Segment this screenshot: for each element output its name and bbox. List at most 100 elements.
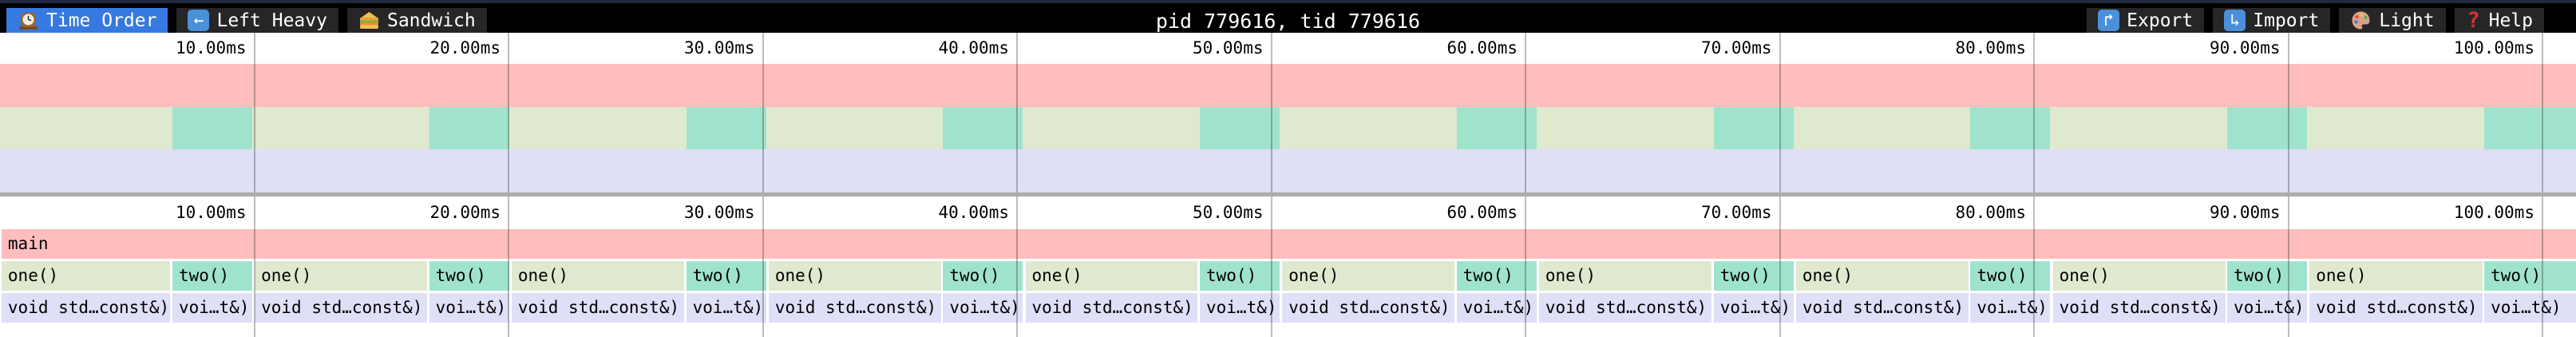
frame-one[interactable]: one() xyxy=(1538,261,1712,291)
frame-void-under-one[interactable]: void std…const&) xyxy=(2309,293,2483,323)
minimap-two-segment xyxy=(1200,107,1280,149)
ruler-label: 20.00ms xyxy=(429,38,501,57)
tab-label: Left Heavy xyxy=(216,10,327,31)
frame-two[interactable]: two() xyxy=(172,261,252,291)
frame-two[interactable]: two() xyxy=(1200,261,1280,291)
gridline xyxy=(1525,196,1526,337)
ruler-label: 90.00ms xyxy=(2209,38,2281,57)
frame-void-under-two[interactable]: voi…t&) xyxy=(172,293,252,323)
frame-two[interactable]: two() xyxy=(943,261,1023,291)
ruler-label: 40.00ms xyxy=(938,203,1009,222)
frame-one[interactable]: one() xyxy=(1025,261,1198,291)
frame-void-under-two[interactable]: voi…t&) xyxy=(686,293,766,323)
ruler-label: 10.00ms xyxy=(175,38,247,57)
palette-icon xyxy=(2350,10,2372,31)
minimap-two-segment xyxy=(429,107,509,149)
frame-void-under-one[interactable]: void std…const&) xyxy=(511,293,685,323)
frame-one[interactable]: one() xyxy=(768,261,941,291)
frame-two[interactable]: two() xyxy=(1970,261,2051,291)
tab-sandwich[interactable]: Sandwich xyxy=(346,8,487,33)
minimap[interactable]: 10.00ms 20.00ms 30.00ms 40.00ms 50.00ms 60.00… xyxy=(0,33,2576,192)
frame-void-under-two[interactable]: voi…t&) xyxy=(2484,293,2576,323)
gridline xyxy=(2033,196,2035,337)
frame-two[interactable]: two() xyxy=(2227,261,2308,291)
gridline xyxy=(1270,196,1272,337)
gridline xyxy=(762,33,764,192)
help-button[interactable]: ? Help xyxy=(2454,8,2544,33)
frame-void-under-two[interactable]: voi…t&) xyxy=(943,293,1023,323)
minimap-chart-separator xyxy=(0,192,2576,196)
import-button[interactable]: ↳ Import xyxy=(2213,8,2331,33)
frame-main[interactable]: main xyxy=(1,229,2576,259)
tab-left-heavy[interactable]: ← Left Heavy xyxy=(176,8,338,33)
minimap-two-segment xyxy=(1456,107,1537,149)
ruler-label: 20.00ms xyxy=(429,203,501,222)
gridline xyxy=(2542,196,2543,337)
frame-void-under-two[interactable]: voi…t&) xyxy=(1970,293,2051,323)
frame-one[interactable]: one() xyxy=(1,261,171,291)
frame-void-under-one[interactable]: void std…const&) xyxy=(1,293,171,323)
frame-void-under-one[interactable]: void std…const&) xyxy=(1282,293,1455,323)
frame-void-under-one[interactable]: void std…const&) xyxy=(1025,293,1198,323)
export-button[interactable]: ↱ Export xyxy=(2087,8,2205,33)
ruler-label: 80.00ms xyxy=(1955,38,2026,57)
frame-void-under-one[interactable]: void std…const&) xyxy=(1538,293,1712,323)
minimap-two-segment xyxy=(2484,107,2576,149)
ruler-label: 30.00ms xyxy=(683,38,755,57)
frame-one[interactable]: one() xyxy=(255,261,428,291)
flamechart-ruler: 10.00ms 20.00ms 30.00ms 40.00ms 50.00ms 60.00… xyxy=(0,196,2576,229)
frame-void-under-two[interactable]: voi…t&) xyxy=(1456,293,1537,323)
frame-two[interactable]: two() xyxy=(2484,261,2576,291)
ruler-label: 40.00ms xyxy=(938,38,1009,57)
left-arrow-icon: ← xyxy=(188,10,210,31)
gridline xyxy=(1525,33,1526,192)
frame-two[interactable]: two() xyxy=(1713,261,1794,291)
frame-void-under-one[interactable]: void std…const&) xyxy=(255,293,428,323)
minimap-two-segment xyxy=(943,107,1023,149)
frame-void-under-two[interactable]: voi…t&) xyxy=(1200,293,1280,323)
ruler-label: 100.00ms xyxy=(2453,38,2534,57)
frame-one[interactable]: one() xyxy=(1795,261,1969,291)
frame-void-under-one[interactable]: void std…const&) xyxy=(768,293,941,323)
frame-void-under-one[interactable]: void std…const&) xyxy=(2052,293,2226,323)
frame-two[interactable]: two() xyxy=(429,261,509,291)
toolbar-actions: ↱ Export ↳ Import Light xyxy=(2087,3,2576,33)
minimap-band-main xyxy=(0,64,2576,107)
gridline xyxy=(508,33,509,192)
ruler-label: 30.00ms xyxy=(683,203,755,222)
ruler-label: 100.00ms xyxy=(2453,203,2534,222)
tab-time-order[interactable]: Time Order xyxy=(6,8,168,33)
gridline xyxy=(253,196,255,337)
frame-void-under-one[interactable]: void std…const&) xyxy=(1795,293,1969,323)
gridline xyxy=(1779,196,1781,337)
gridline xyxy=(2287,196,2289,337)
frame-void-under-two[interactable]: voi…t&) xyxy=(429,293,509,323)
view-tabs: Time Order ← Left Heavy Sandwich xyxy=(0,3,487,33)
ruler-label: 80.00ms xyxy=(1955,203,2026,222)
minimap-band-void xyxy=(0,149,2576,192)
ruler-label: 70.00ms xyxy=(1700,203,1772,222)
flamechart[interactable]: 10.00ms 20.00ms 30.00ms 40.00ms 50.00ms 60.00… xyxy=(0,196,2576,337)
minimap-band-one xyxy=(0,107,2576,149)
frame-void-under-two[interactable]: voi…t&) xyxy=(2227,293,2308,323)
import-icon: ↳ xyxy=(2224,10,2246,31)
button-label: Light xyxy=(2379,10,2435,31)
ruler-label: 60.00ms xyxy=(1446,38,1518,57)
button-label: Import xyxy=(2253,10,2320,31)
frame-two[interactable]: two() xyxy=(1456,261,1537,291)
frame-void-under-two[interactable]: voi…t&) xyxy=(1713,293,1794,323)
ruler-label: 10.00ms xyxy=(175,203,247,222)
minimap-two-segment xyxy=(1970,107,2051,149)
tab-label: Sandwich xyxy=(386,10,476,31)
ruler-label: 70.00ms xyxy=(1700,38,1772,57)
frame-one[interactable]: one() xyxy=(2309,261,2483,291)
frame-two[interactable]: two() xyxy=(686,261,766,291)
frame-one[interactable]: one() xyxy=(1282,261,1455,291)
frame-one[interactable]: one() xyxy=(511,261,685,291)
help-icon: ? xyxy=(2467,8,2480,33)
gridline xyxy=(508,196,509,337)
color-scheme-button[interactable]: Light xyxy=(2339,8,2446,33)
gridline xyxy=(1779,33,1781,192)
frame-one[interactable]: one() xyxy=(2052,261,2226,291)
